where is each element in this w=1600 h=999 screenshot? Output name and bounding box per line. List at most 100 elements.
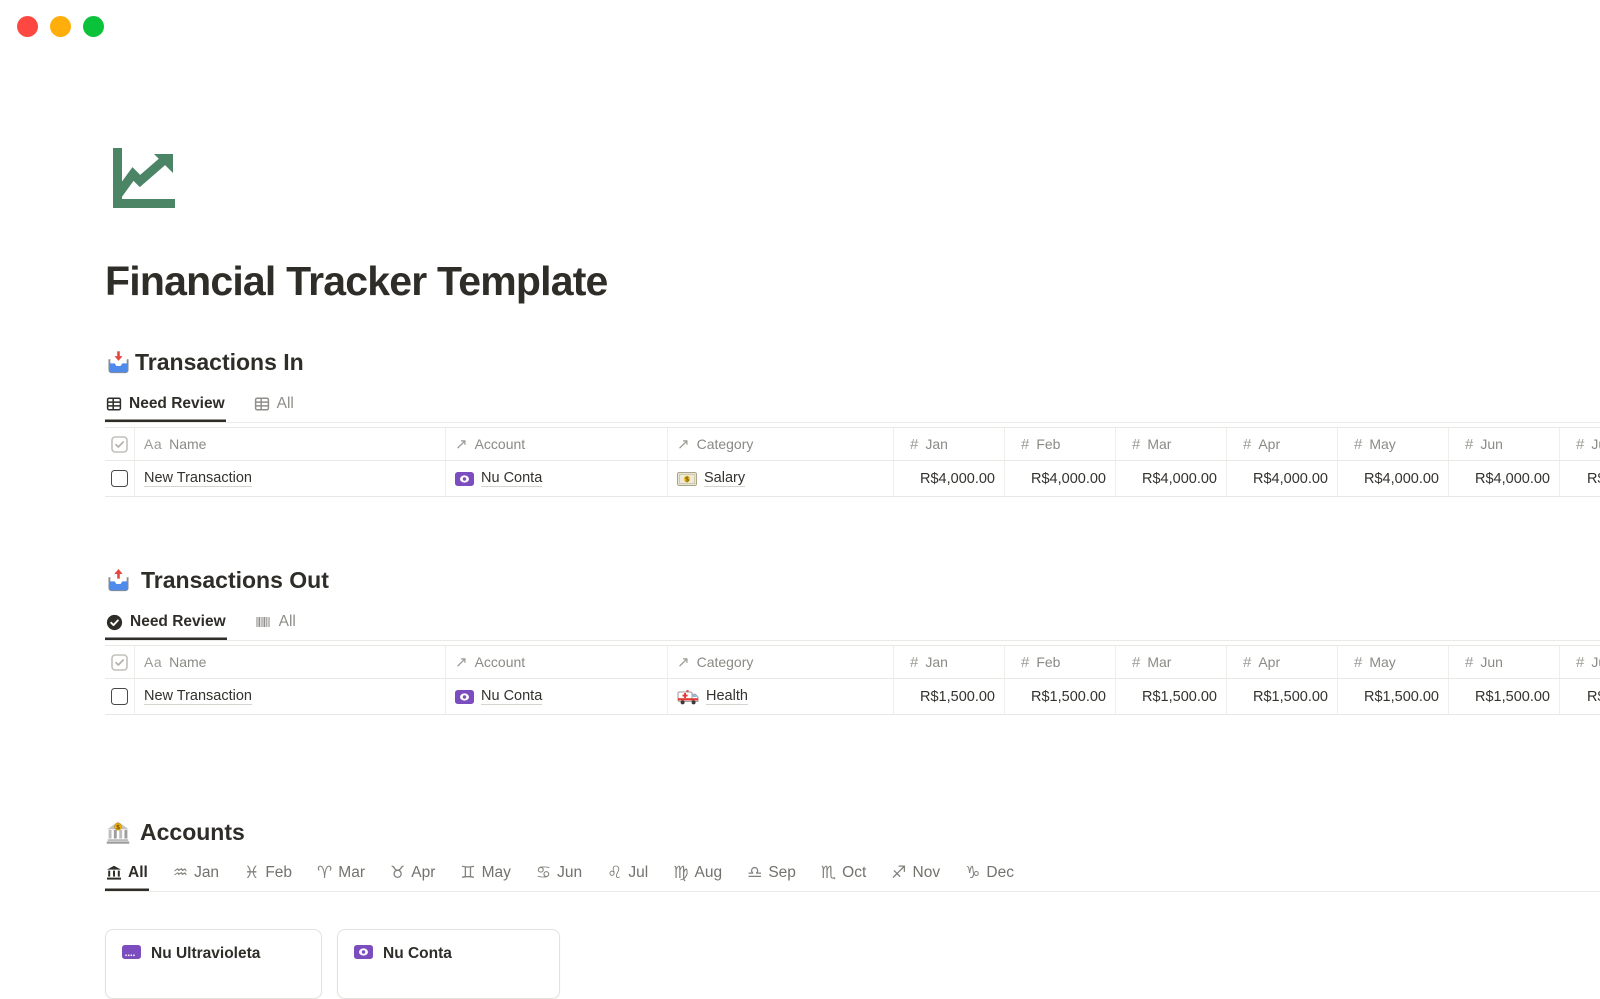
account-card[interactable]: Nu Conta xyxy=(337,929,560,999)
month-column-header[interactable]: # Apr xyxy=(1227,646,1338,678)
month-value-cell[interactable]: R$4,000.00 xyxy=(1005,461,1116,496)
month-value-cell[interactable]: R$1,500.00 xyxy=(1587,688,1600,705)
number-type-icon: # xyxy=(1132,435,1141,453)
sagittarius-icon: ♐ xyxy=(891,862,907,883)
tab-label: May xyxy=(481,864,511,881)
month-column-header[interactable]: # May xyxy=(1338,646,1449,678)
taurus-icon: ♉ xyxy=(389,862,406,883)
select-all-checkbox[interactable] xyxy=(105,428,135,460)
chart-increasing-icon xyxy=(113,148,175,208)
number-type-icon: # xyxy=(1021,653,1030,671)
cell-account[interactable]: Nu Conta xyxy=(446,461,668,496)
tab-all[interactable]: All xyxy=(253,395,295,422)
column-header-account[interactable]: ↗ Account xyxy=(446,428,668,460)
traffic-light-close[interactable] xyxy=(17,16,38,37)
month-value-cell[interactable]: R$4,000.00 xyxy=(1587,470,1600,487)
number-type-icon: # xyxy=(910,435,919,453)
month-column-header[interactable]: # Mar xyxy=(1116,428,1227,460)
tab-label: Nov xyxy=(912,864,941,881)
cell-category[interactable]: $ Salary xyxy=(668,461,894,496)
month-value-cell[interactable]: R$1,500.00 xyxy=(1338,679,1449,714)
month-column-header[interactable]: # Jun xyxy=(1449,646,1560,678)
section-heading: Transactions Out xyxy=(141,567,329,593)
tab-nov[interactable]: ♐ Nov xyxy=(890,864,941,891)
month-value-cell[interactable]: R$1,500.00 xyxy=(1449,679,1560,714)
tab-jul[interactable]: ♌ Jul xyxy=(606,864,649,891)
month-column-header[interactable]: # Feb xyxy=(1005,646,1116,678)
scorpio-icon: ♏ xyxy=(820,862,837,883)
month-value-cell[interactable]: R$1,500.00 xyxy=(1005,679,1116,714)
number-type-icon: # xyxy=(1021,435,1030,453)
traffic-light-zoom[interactable] xyxy=(83,16,104,37)
month-value-cell[interactable]: R$4,000.00 xyxy=(1116,461,1227,496)
checkbox-empty-icon xyxy=(111,470,128,487)
tab-apr[interactable]: ♉ Apr xyxy=(389,864,436,891)
number-type-icon: # xyxy=(1132,653,1141,671)
cell-account[interactable]: Nu Conta xyxy=(446,679,668,714)
month-column-header[interactable]: # Mar xyxy=(1116,646,1227,678)
virgo-icon: ♍ xyxy=(673,862,689,883)
month-value-cell[interactable]: R$1,500.00 xyxy=(1227,679,1338,714)
page-title[interactable]: Financial Tracker Template xyxy=(105,258,608,304)
tab-all[interactable]: All xyxy=(105,864,149,891)
month-column-header[interactable]: # Jul xyxy=(1576,435,1600,453)
tab-label: Feb xyxy=(265,864,293,881)
inbox-tray-icon xyxy=(105,350,132,376)
tab-all[interactable]: All xyxy=(254,613,297,640)
outbox-tray-icon xyxy=(105,568,132,594)
tab-need-review[interactable]: Need Review xyxy=(105,613,227,640)
tab-need-review[interactable]: Need Review xyxy=(105,395,226,422)
tab-label: Jun xyxy=(557,864,583,881)
select-all-checkbox[interactable] xyxy=(105,646,135,678)
page-icon-chart-increasing[interactable] xyxy=(105,146,179,212)
month-column-header[interactable]: # Jan xyxy=(894,646,1005,678)
tab-dec[interactable]: ♑ Dec xyxy=(964,864,1015,891)
tab-jun[interactable]: ♋ Jun xyxy=(535,864,583,891)
month-column-header[interactable]: # Feb xyxy=(1005,428,1116,460)
aquarius-icon: ♒ xyxy=(172,862,189,883)
row-checkbox[interactable] xyxy=(105,679,135,714)
tab-may[interactable]: ♊ May xyxy=(459,864,512,891)
number-type-icon: # xyxy=(910,653,919,671)
month-column-header[interactable]: # Jul xyxy=(1576,653,1600,671)
column-header-name[interactable]: Aa Name xyxy=(135,428,446,460)
tab-sep[interactable]: ♎ Sep xyxy=(746,864,797,891)
tab-label: Jul xyxy=(628,864,649,881)
month-value-cell[interactable]: R$1,500.00 xyxy=(894,679,1005,714)
month-column-header[interactable]: # Apr xyxy=(1227,428,1338,460)
tab-oct[interactable]: ♏ Oct xyxy=(820,864,867,891)
column-header-account[interactable]: ↗ Account xyxy=(446,646,668,678)
cell-name[interactable]: New Transaction xyxy=(135,461,446,496)
nu-banknote-icon xyxy=(455,689,474,704)
cell-category[interactable]: Health xyxy=(668,679,894,714)
cell-name[interactable]: New Transaction xyxy=(135,679,446,714)
window-controls xyxy=(17,16,104,37)
tab-mar[interactable]: ♈ Mar xyxy=(316,864,366,891)
month-value-cell[interactable]: R$4,000.00 xyxy=(1449,461,1560,496)
column-header-category[interactable]: ↗ Category xyxy=(668,428,894,460)
capricorn-icon: ♑ xyxy=(965,862,981,883)
transactions-in-view-tabs: Need Review All xyxy=(105,395,1600,423)
traffic-light-minimize[interactable] xyxy=(50,16,71,37)
month-value-cell[interactable]: R$1,500.00 xyxy=(1116,679,1227,714)
month-column-header[interactable]: # May xyxy=(1338,428,1449,460)
tab-feb[interactable]: ♓ Feb xyxy=(243,864,293,891)
check-circle-icon xyxy=(106,614,123,631)
tab-label: All xyxy=(128,864,148,881)
month-column-header[interactable]: # Jan xyxy=(894,428,1005,460)
month-value-cell[interactable]: R$4,000.00 xyxy=(894,461,1005,496)
month-value-cell[interactable]: R$4,000.00 xyxy=(1227,461,1338,496)
tab-aug[interactable]: ♍ Aug xyxy=(672,864,723,891)
column-header-category[interactable]: ↗ Category xyxy=(668,646,894,678)
checkbox-empty-icon xyxy=(111,688,128,705)
tab-jan[interactable]: ♒ Jan xyxy=(172,864,220,891)
table-view-icon xyxy=(254,396,270,412)
account-card-title: Nu Conta xyxy=(383,944,452,962)
row-checkbox[interactable] xyxy=(105,461,135,496)
relation-arrow-icon: ↗ xyxy=(677,653,690,671)
column-header-name[interactable]: Aa Name xyxy=(135,646,446,678)
account-card[interactable]: Nu Ultravioleta xyxy=(105,929,322,999)
month-value-cell[interactable]: R$4,000.00 xyxy=(1338,461,1449,496)
month-column-header[interactable]: # Jun xyxy=(1449,428,1560,460)
section-accounts: $ Accounts All ♒ Jan ♓ Feb xyxy=(105,819,1600,999)
